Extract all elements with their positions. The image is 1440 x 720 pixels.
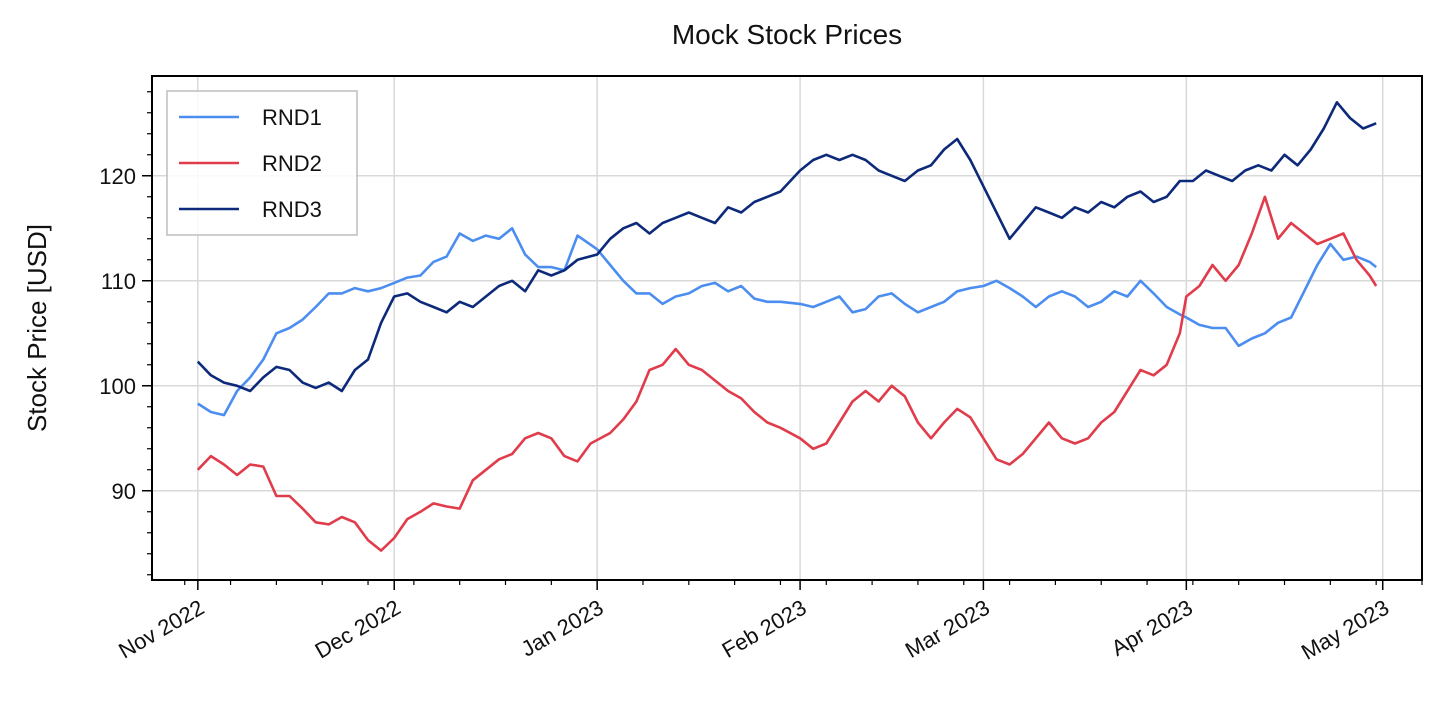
x-tick-label: May 2023 <box>1297 595 1393 665</box>
y-axis-label: Stock Price [USD] <box>22 224 52 432</box>
grid <box>152 76 1422 580</box>
x-tick-label: Dec 2022 <box>311 595 405 664</box>
x-tick-label: Feb 2023 <box>718 595 811 663</box>
legend-label-rnd2: RND2 <box>262 151 322 176</box>
y-tick-label: 110 <box>101 269 136 294</box>
series-lines <box>196 101 1378 552</box>
x-tick-label: Apr 2023 <box>1107 595 1197 661</box>
plot-area-frame <box>151 75 1423 581</box>
y-tick-label: 100 <box>99 374 136 399</box>
x-tick-label: Jan 2023 <box>517 595 608 662</box>
chart-title: Mock Stock Prices <box>672 19 902 50</box>
series-line-rnd1 <box>197 227 1378 417</box>
y-tick-label: 120 <box>99 164 136 189</box>
series-line-rnd3 <box>196 101 1377 393</box>
legend-label-rnd3: RND3 <box>262 197 322 222</box>
series-line-rnd2 <box>196 195 1378 552</box>
y-tick-label: 90 <box>112 479 136 504</box>
legend-label-rnd1: RND1 <box>262 105 322 130</box>
legend: RND1 RND2 RND3 <box>166 90 358 236</box>
x-tick-label: Mar 2023 <box>901 595 994 663</box>
x-tick-label: Nov 2022 <box>114 595 208 664</box>
